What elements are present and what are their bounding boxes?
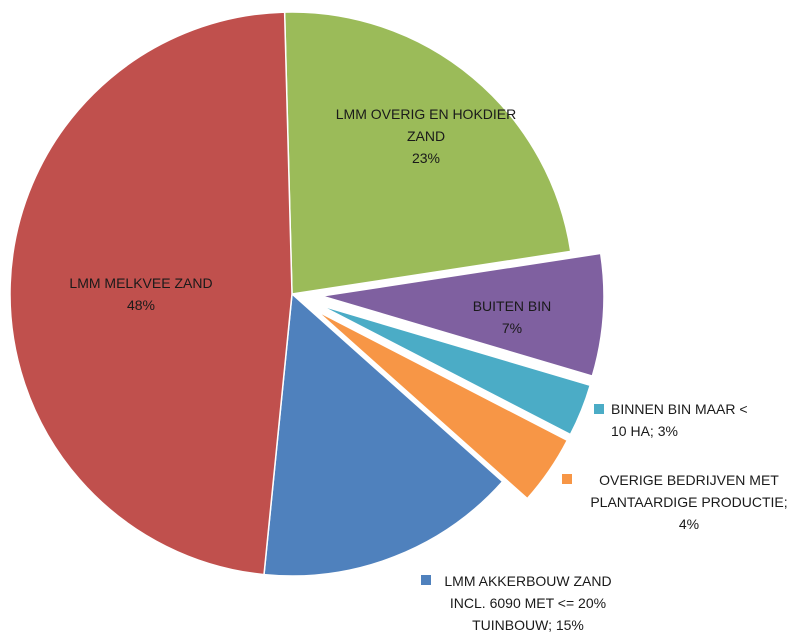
- pie-slice-lmm-overig-en-hokdier: [283, 11, 572, 295]
- pie-slice-lmm-akkerbouw-zand: [263, 292, 504, 577]
- slice-label-binnen-bin-maar: BINNEN BIN MAAR <10 HA; 3%: [611, 401, 748, 439]
- pie-slice-buiten-bin: [321, 252, 605, 378]
- slice-label-lmm-akkerbouw-zand: LMM AKKERBOUW ZAND INCL. 6090 MET <= 20% T…: [444, 573, 611, 633]
- slice-label-buiten-bin: BUITEN BIN 7%: [473, 298, 552, 336]
- legend-marker-lmm-akkerbouw-zand: [421, 575, 431, 585]
- pie-slice-lmm-melkvee-zand: [9, 11, 293, 576]
- slice-label-lmm-melkvee-zand: LMM MELKVEE ZAND 48%: [69, 275, 212, 313]
- slice-label-overige-bedrijven-met: OVERIGE BEDRIJVEN MET PLANTAARDIGE PRODUC…: [590, 472, 787, 532]
- slice-label-lmm-overig-en-hokdier: LMM OVERIG EN HOKDIER ZAND 23%: [336, 106, 516, 166]
- pie-slice-overige-bedrijven-met: [316, 310, 569, 500]
- legend-marker-binnen-bin-maar: [594, 404, 604, 414]
- pie-slice-binnen-bin-maar: [319, 304, 592, 436]
- legend-marker-overige-bedrijven-met: [562, 474, 572, 484]
